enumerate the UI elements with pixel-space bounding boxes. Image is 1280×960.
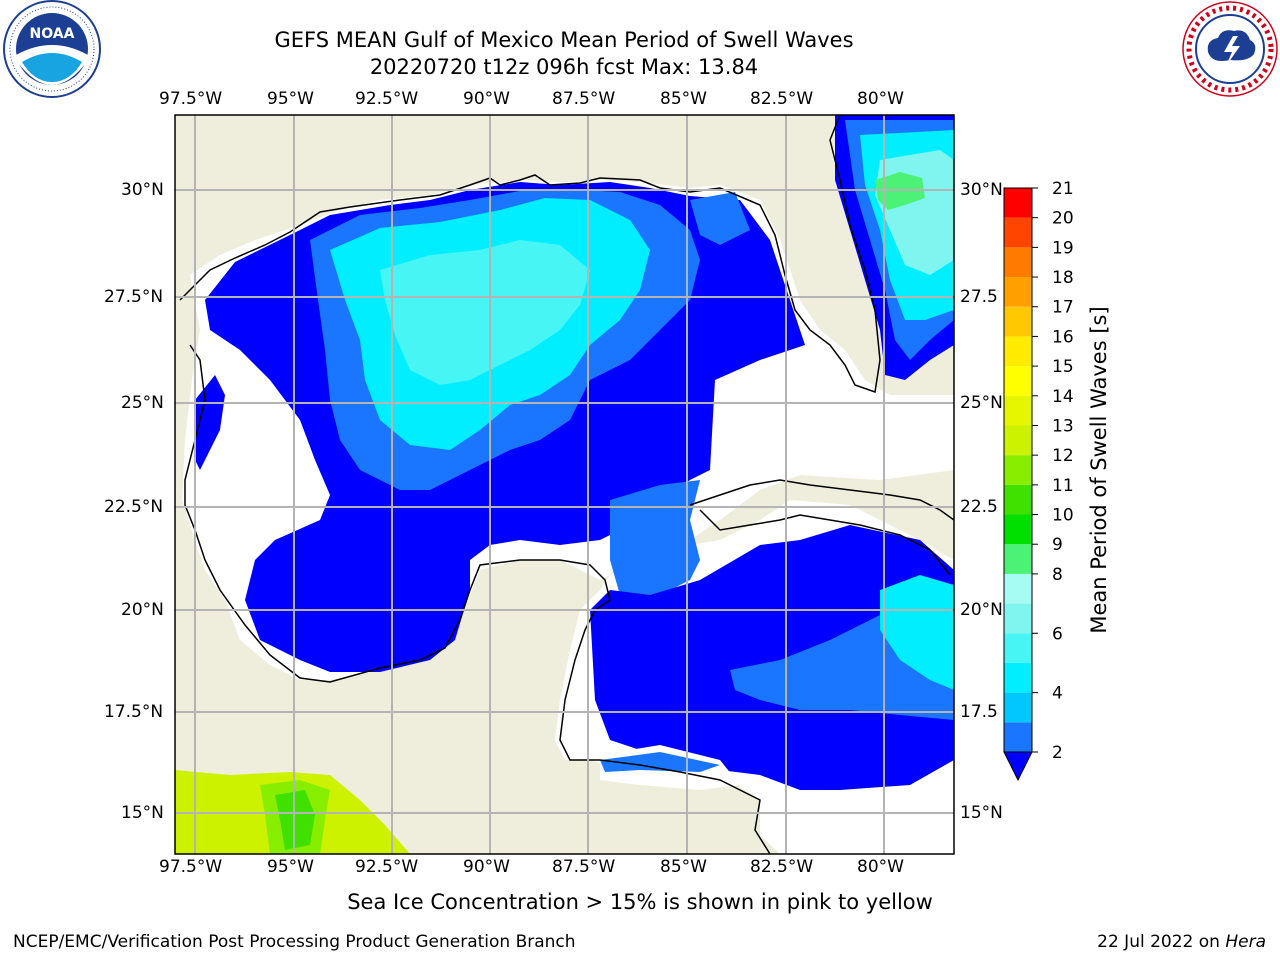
bottom-lon-tick: 85°W — [660, 857, 707, 877]
caribbean-swell-2s — [590, 525, 954, 790]
top-lon-tick: 82.5°W — [750, 89, 814, 109]
colorbar-tick-label: 13 — [1052, 416, 1074, 436]
colorbar-segment — [1004, 633, 1032, 663]
colorbar-tick-label: 9 — [1052, 535, 1063, 555]
top-lon-tick: 87.5°W — [552, 89, 616, 109]
colorbar-segment — [1004, 662, 1032, 693]
top-lon-tick: 97.5°W — [159, 89, 223, 109]
top-lon-tick: 85°W — [660, 89, 707, 109]
right-lat-tick: 17.5 — [960, 702, 998, 722]
colorbar-segment — [1004, 306, 1032, 337]
colorbar-segment — [1004, 366, 1032, 396]
colorbar-tick-label: 6 — [1052, 624, 1063, 644]
map-frame — [174, 114, 955, 855]
colorbar-tick-label: 21 — [1052, 179, 1074, 199]
colorbar-extend-arrow — [1003, 751, 1033, 782]
bottom-lon-tick: 82.5°W — [750, 857, 814, 877]
colorbar-segment — [1004, 573, 1032, 604]
colorbar-frame — [1003, 187, 1033, 753]
left-lat-tick: 20°N — [121, 600, 164, 620]
colorbar-segment — [1004, 484, 1032, 515]
gulf-swell-2s-west — [195, 375, 225, 470]
colorbar-segment — [1004, 722, 1032, 752]
left-lat-tick: 17.5°N — [104, 702, 164, 722]
colorbar-segment — [1004, 514, 1032, 545]
colorbar-tick-label: 11 — [1052, 476, 1074, 496]
gulf-swell-3s-east — [690, 192, 750, 245]
caribbean-swell-4s — [880, 575, 954, 690]
footer-date-text: 22 Jul 2022 on — [1097, 932, 1226, 952]
colorbar-label: Mean Period of Swell Waves [s] — [1087, 306, 1111, 633]
colorbar: 2 4 6 8 9 10 11 12 13 14 15 16 17 18 19 20 21 Mean Period… — [1003, 179, 1111, 782]
right-lat-tick: 27.5 — [960, 287, 998, 307]
footer-host: Hera — [1225, 932, 1266, 952]
map-grid — [175, 115, 954, 854]
bottom-lon-tick: 87.5°W — [552, 857, 616, 877]
top-lon-tick: 95°W — [267, 89, 314, 109]
left-lat-tick: 30°N — [121, 180, 164, 200]
bottom-lon-tick: 95°W — [267, 857, 314, 877]
top-lon-tick: 92.5°W — [355, 89, 419, 109]
chart-title: GEFS MEAN Gulf of Mexico Mean Period of … — [274, 28, 854, 52]
colorbar-tick-label: 10 — [1052, 506, 1074, 526]
left-lat-tick: 27.5°N — [104, 287, 164, 307]
colorbar-segment — [1004, 188, 1032, 218]
left-lat-tick: 15°N — [121, 803, 164, 823]
sea-ice-note: Sea Ice Concentration > 15% is shown in … — [347, 890, 933, 914]
chart-subtitle: 20220720 t12z 096h fcst Max: 13.84 — [369, 55, 759, 79]
colorbar-tick-label: 17 — [1052, 298, 1074, 318]
colorbar-tick-label: 8 — [1052, 565, 1063, 585]
footer-credit: NCEP/EMC/Verification Post Processing Pr… — [13, 932, 576, 952]
colorbar-tick-label: 16 — [1052, 327, 1074, 347]
footer-date: 22 Jul 2022 on Hera — [1097, 932, 1266, 952]
colorbar-segment — [1004, 544, 1032, 574]
left-lat-tick: 25°N — [121, 393, 164, 413]
bottom-lon-tick: 92.5°W — [355, 857, 419, 877]
right-lat-tick: 15°N — [960, 803, 1003, 823]
colorbar-tick-label: 18 — [1052, 268, 1074, 288]
noaa-logo: NOAA — [3, 0, 101, 98]
colorbar-tick-label: 2 — [1052, 743, 1063, 763]
gulf-swell-5s — [380, 240, 590, 385]
noaa-logo-text: NOAA — [30, 26, 75, 42]
right-lat-tick: 25°N — [960, 393, 1003, 413]
nws-logo — [1182, 1, 1278, 97]
colorbar-tick-label: 20 — [1052, 209, 1074, 229]
bottom-lon-tick: 80°W — [857, 857, 904, 877]
colorbar-segment — [1004, 336, 1032, 367]
top-lon-tick: 90°W — [463, 89, 510, 109]
colorbar-tick-label: 4 — [1052, 684, 1063, 704]
colorbar-tick-label: 19 — [1052, 238, 1074, 258]
colorbar-tick-label: 14 — [1052, 387, 1074, 407]
colorbar-segment — [1004, 603, 1032, 634]
caribbean-edge — [600, 752, 720, 772]
bottom-lon-tick: 97.5°W — [159, 857, 223, 877]
right-lat-tick: 30°N — [960, 180, 1003, 200]
colorbar-segment — [1004, 692, 1032, 723]
gulf-swell-3s-south — [610, 480, 700, 600]
colorbar-segment — [1004, 217, 1032, 248]
colorbar-tick-label: 12 — [1052, 446, 1074, 466]
left-lat-tick: 22.5°N — [104, 497, 164, 517]
colorbar-segment — [1004, 247, 1032, 278]
right-lat-tick: 22.5 — [960, 497, 998, 517]
right-lat-tick: 20°N — [960, 600, 1003, 620]
bottom-lon-tick: 90°W — [463, 857, 510, 877]
colorbar-segment — [1004, 425, 1032, 456]
colorbar-tick-label: 15 — [1052, 357, 1074, 377]
colorbar-segment — [1004, 455, 1032, 485]
colorbar-segment — [1004, 395, 1032, 426]
colorbar-segment — [1004, 277, 1032, 307]
top-lon-tick: 80°W — [857, 89, 904, 109]
coastline — [179, 115, 954, 854]
